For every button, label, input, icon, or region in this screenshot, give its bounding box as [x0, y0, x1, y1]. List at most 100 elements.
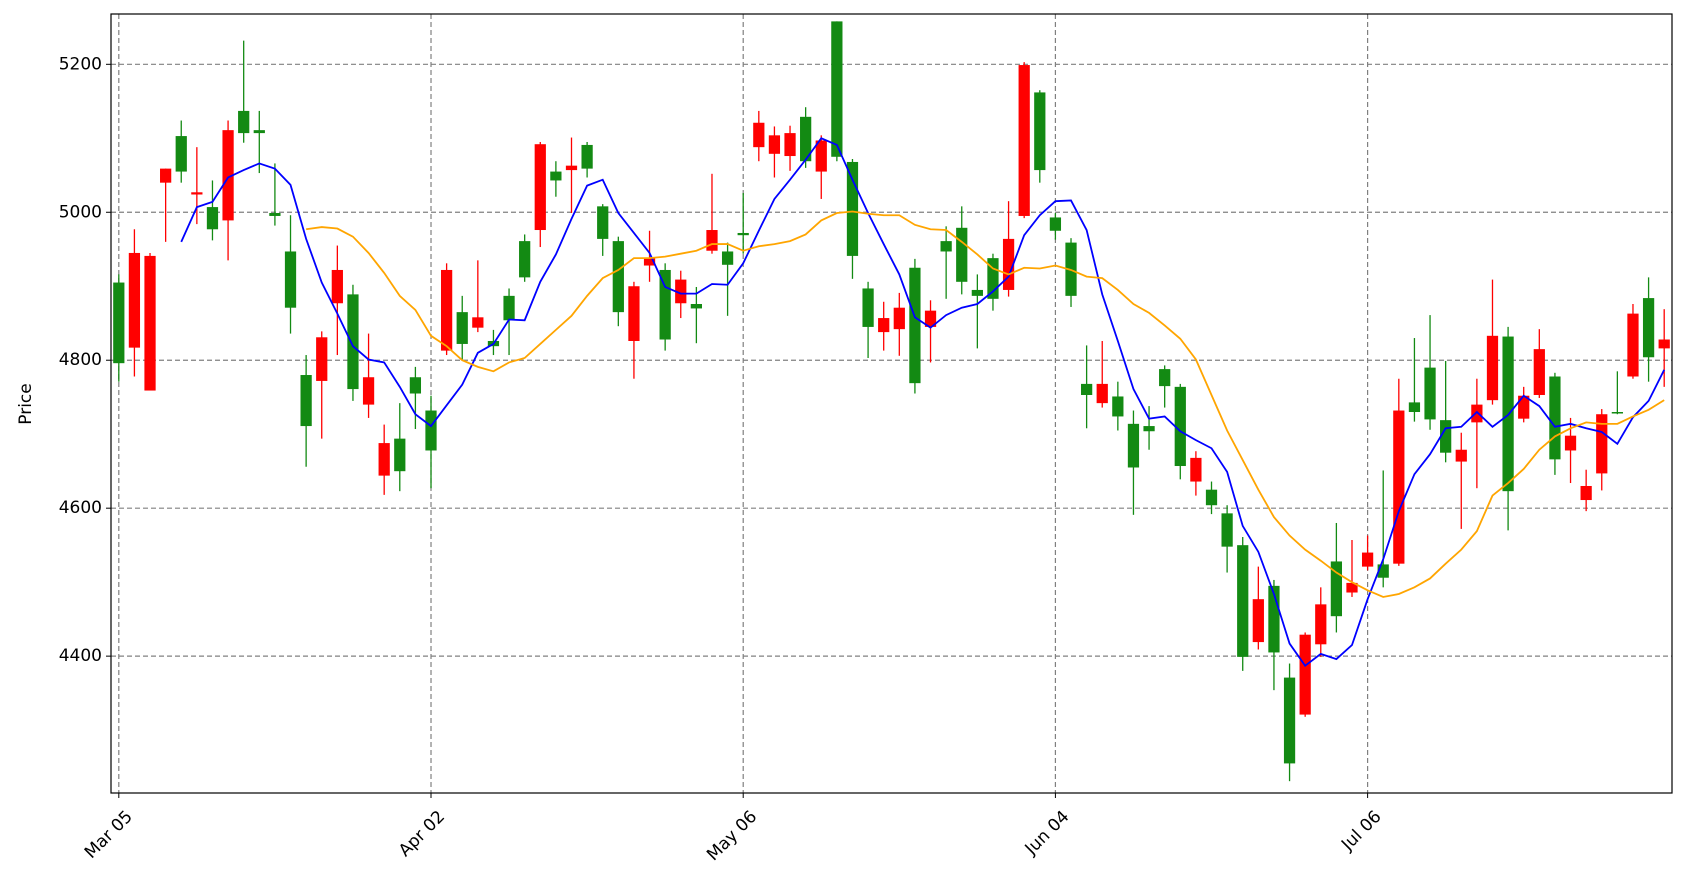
candle-body	[269, 213, 281, 216]
candle-body	[612, 241, 624, 313]
candle-body	[800, 116, 812, 162]
y-tick-label: 4600	[59, 498, 102, 518]
candle-body	[1049, 217, 1062, 231]
candle-body	[191, 192, 203, 195]
candle-body	[238, 110, 250, 134]
candle-body	[565, 165, 578, 171]
candle-body	[878, 318, 890, 333]
candle-body	[1002, 238, 1015, 290]
candle-body	[503, 295, 515, 321]
y-tick-label: 4400	[59, 646, 102, 666]
candle-body	[1658, 339, 1670, 349]
candle-body	[1518, 395, 1530, 419]
candle-body	[1611, 412, 1623, 414]
candle-body	[472, 317, 484, 328]
candle-body	[815, 140, 827, 172]
candle-body	[456, 312, 468, 344]
candle-body	[1205, 489, 1218, 506]
candle-body	[1330, 561, 1343, 617]
candle-body	[597, 206, 609, 239]
candle-body	[160, 168, 172, 183]
candle-body	[534, 144, 546, 231]
x-tick-label: Jul 06	[1337, 807, 1385, 855]
candle-body	[1299, 634, 1311, 715]
candle-body	[1190, 457, 1202, 482]
y-axis-label: Price	[16, 383, 36, 424]
candle-body	[1127, 423, 1140, 468]
candle-body	[706, 230, 718, 251]
candle-body	[206, 207, 219, 230]
moving-average-line	[306, 210, 1665, 598]
candle-body	[643, 258, 656, 266]
candle-body	[940, 241, 952, 252]
candle-body	[768, 135, 781, 154]
candle-body	[737, 232, 749, 236]
candle-body	[113, 282, 125, 364]
candle-body	[1471, 404, 1483, 423]
candle-body	[1283, 677, 1296, 764]
candle-body	[1424, 367, 1436, 420]
candle-body	[1564, 435, 1577, 451]
candle-body	[128, 252, 141, 348]
candle-body	[222, 130, 234, 221]
candle-body	[721, 251, 734, 265]
candle-body	[1034, 92, 1046, 171]
candle-body	[1393, 410, 1405, 564]
candle-body	[924, 310, 937, 327]
candle-body	[331, 269, 343, 304]
candle-body	[675, 279, 687, 304]
candle-body	[144, 255, 156, 391]
candle-body	[519, 241, 531, 278]
candle-body	[1361, 552, 1374, 567]
candle-body	[1440, 420, 1452, 453]
x-tick-label: May 06	[703, 807, 761, 865]
candle-body	[831, 21, 843, 157]
candle-body	[1268, 585, 1280, 653]
candle-body	[378, 443, 390, 476]
candle-body	[1174, 386, 1186, 467]
candle-body	[316, 337, 328, 381]
candle-body	[1486, 335, 1499, 401]
y-tick-label: 5000	[59, 202, 102, 222]
candle-body	[753, 122, 765, 148]
candle-body	[1143, 426, 1155, 432]
candle-body	[300, 375, 312, 427]
candle-body	[1315, 604, 1327, 645]
candle-body	[893, 307, 905, 330]
candle-body	[581, 144, 593, 169]
x-tick-label: Jun 04	[1021, 807, 1074, 860]
candle-body	[284, 251, 297, 308]
candle-body	[1533, 349, 1545, 395]
candle-body	[784, 133, 796, 157]
candle-body	[1221, 513, 1233, 547]
candle-body	[1237, 545, 1249, 657]
candle-body	[1377, 564, 1389, 578]
candle-body	[690, 303, 702, 309]
candle-body	[1627, 313, 1639, 377]
plot-frame	[110, 13, 1673, 794]
candle-body	[362, 377, 375, 405]
candle-body	[1580, 485, 1592, 501]
candle-body	[971, 289, 983, 296]
candle-body	[862, 288, 874, 327]
candle-body	[425, 410, 437, 451]
candle-body	[550, 171, 562, 181]
candle-body	[347, 294, 359, 390]
moving-average-line	[180, 137, 1665, 668]
x-tick-label: Mar 05	[81, 807, 137, 863]
candle-body	[1642, 298, 1655, 358]
candle-body	[987, 258, 999, 299]
candle-body	[1455, 449, 1467, 462]
x-tick-label: Apr 02	[395, 807, 449, 861]
candle-body	[1346, 582, 1358, 593]
candle-body	[909, 267, 921, 384]
candle-body	[956, 227, 968, 282]
candle-body	[440, 269, 453, 351]
candle-body	[1408, 402, 1421, 413]
candle-body	[1096, 383, 1108, 404]
candle-body	[846, 161, 859, 256]
y-tick-label: 4800	[59, 350, 102, 370]
candle-body	[1081, 383, 1093, 395]
